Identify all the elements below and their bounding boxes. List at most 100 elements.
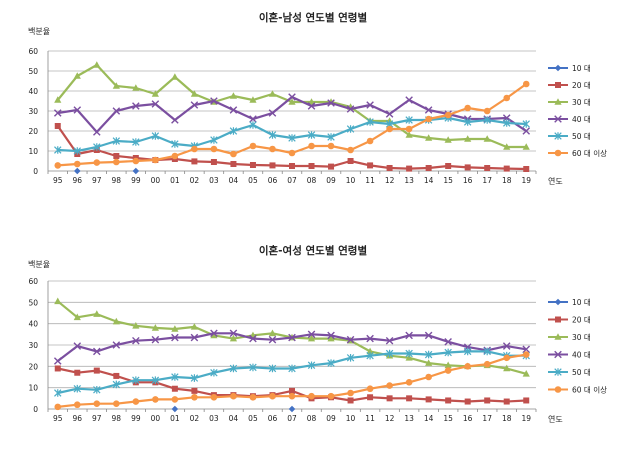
- x-tick-label: 19: [521, 414, 531, 423]
- data-point: [93, 310, 101, 317]
- x-tick-label: 12: [385, 176, 395, 185]
- data-point: [112, 380, 121, 389]
- data-point: [113, 400, 120, 407]
- data-point: [73, 106, 82, 114]
- data-point: [327, 334, 335, 342]
- x-tick-label: 10: [346, 414, 356, 423]
- data-point: [289, 387, 295, 394]
- chart-title: 이혼-여성 연도별 연령별: [259, 244, 367, 257]
- data-point: [405, 125, 413, 133]
- data-point: [171, 333, 179, 342]
- data-point: [385, 349, 394, 358]
- y-tick-label: 50: [28, 67, 38, 76]
- x-tick-label: 16: [463, 414, 473, 423]
- legend-label: 30 대: [572, 98, 591, 107]
- x-tick-label: 99: [131, 176, 141, 185]
- data-point: [308, 392, 315, 400]
- data-point: [366, 347, 374, 355]
- x-tick-label: 13: [404, 176, 414, 185]
- data-point: [249, 334, 257, 343]
- data-point: [210, 368, 218, 377]
- data-point: [444, 361, 452, 369]
- data-point: [346, 354, 355, 362]
- data-point: [230, 392, 237, 400]
- data-point: [386, 382, 393, 389]
- x-tick-label: 98: [112, 176, 122, 185]
- x-tick-label: 07: [287, 414, 297, 423]
- data-point: [73, 160, 81, 168]
- data-point: [288, 149, 296, 157]
- data-point: [307, 334, 316, 342]
- data-point: [288, 364, 296, 373]
- data-point: [405, 349, 413, 358]
- legend-marker: [554, 149, 562, 157]
- data-point: [385, 336, 394, 345]
- x-tick-label: 06: [268, 414, 278, 423]
- data-point: [464, 164, 471, 171]
- data-point: [366, 385, 374, 393]
- data-point: [327, 331, 335, 340]
- x-tick-label: 03: [209, 414, 219, 423]
- y-tick-label: 60: [28, 277, 38, 286]
- x-tick-label: 12: [385, 414, 395, 423]
- data-point: [444, 367, 452, 374]
- data-point: [210, 159, 217, 165]
- data-point: [269, 392, 276, 400]
- data-point: [327, 133, 335, 141]
- data-point: [93, 128, 101, 136]
- data-point: [522, 351, 530, 358]
- data-point: [151, 324, 159, 331]
- data-point: [54, 146, 62, 154]
- data-point: [503, 165, 510, 172]
- data-point: [327, 359, 335, 367]
- x-tick-label: 99: [131, 414, 141, 423]
- data-point: [93, 61, 101, 68]
- y-tick-label: 60: [28, 47, 38, 56]
- legend-label: 20 대: [572, 81, 591, 90]
- series-1: [54, 123, 530, 172]
- data-point: [522, 127, 531, 135]
- x-tick-label: 08: [307, 176, 317, 185]
- data-point: [406, 165, 413, 172]
- data-point: [268, 131, 277, 139]
- data-point: [268, 109, 277, 117]
- y-tick-label: 10: [28, 384, 38, 393]
- data-point: [444, 348, 452, 357]
- data-point: [191, 158, 198, 165]
- data-point: [54, 123, 61, 129]
- data-point: [73, 401, 81, 409]
- data-point: [190, 101, 199, 109]
- legend-label: 40 대: [572, 351, 591, 360]
- x-tick-label: 10: [346, 176, 356, 185]
- data-point: [249, 162, 256, 168]
- legend-label: 60 대 이상: [572, 148, 607, 158]
- data-point: [191, 393, 198, 401]
- data-point: [483, 347, 491, 356]
- x-axis-label: 연도: [548, 177, 563, 186]
- data-point: [425, 134, 433, 141]
- legend-label: 10 대: [572, 64, 591, 73]
- data-point: [425, 359, 433, 366]
- data-point: [190, 323, 198, 330]
- data-point: [464, 398, 471, 405]
- x-tick-label: 07: [287, 176, 297, 185]
- data-point: [151, 100, 160, 108]
- data-point: [464, 135, 472, 142]
- y-tick-label: 10: [28, 147, 38, 156]
- legend-marker: [554, 132, 562, 140]
- x-tick-label: 11: [365, 176, 375, 185]
- x-tick-label: 15: [443, 414, 453, 423]
- data-point: [366, 101, 374, 109]
- data-point: [229, 364, 238, 373]
- data-point: [288, 333, 296, 342]
- data-point: [522, 370, 530, 377]
- data-point: [288, 134, 296, 142]
- series-5: [54, 80, 530, 169]
- data-point: [73, 313, 81, 321]
- data-point: [93, 386, 101, 394]
- y-axis-label: 백분율: [28, 259, 50, 269]
- data-point: [367, 394, 374, 401]
- data-point: [386, 395, 393, 402]
